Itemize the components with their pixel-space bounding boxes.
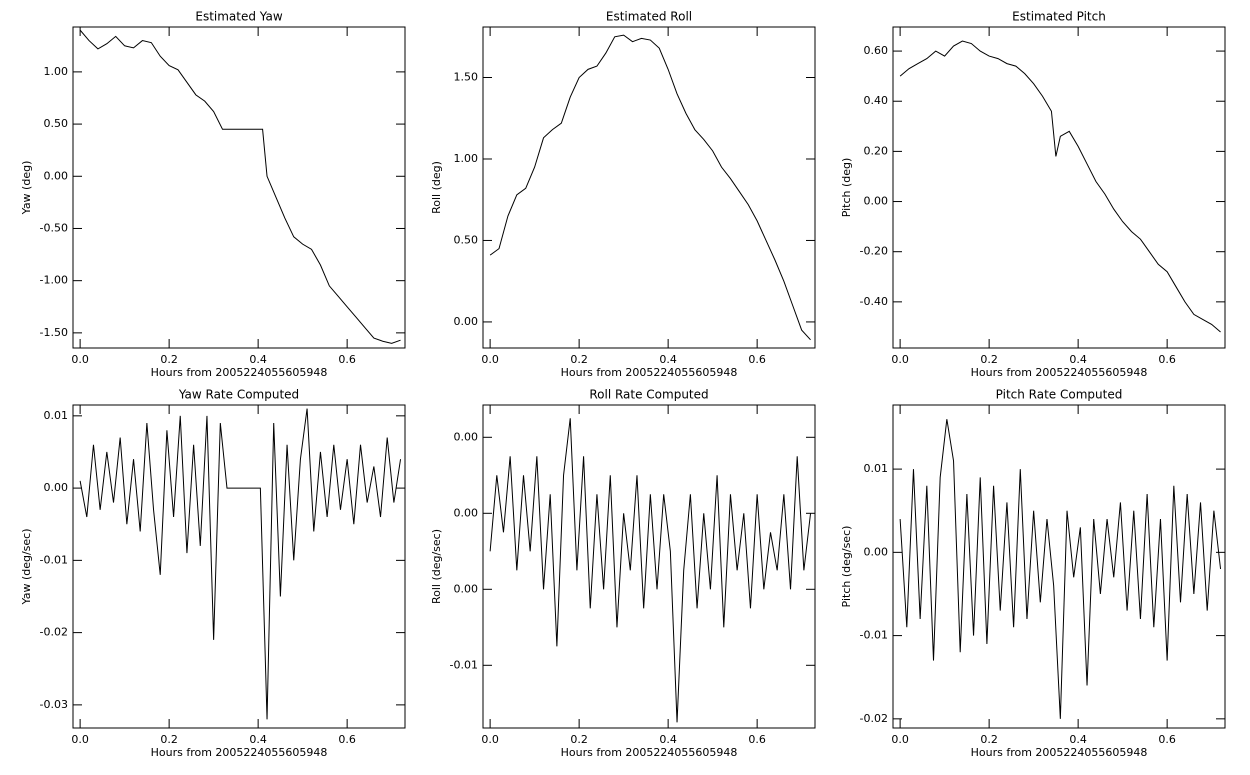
x-axis-label: Hours from 2005224055605948 <box>561 746 738 759</box>
chart-title: Estimated Roll <box>606 10 692 24</box>
y-tick-label: -0.40 <box>860 295 888 308</box>
x-tick-label: 0.6 <box>338 353 356 366</box>
data-line <box>489 34 811 341</box>
y-tick-label: -0.01 <box>450 658 478 671</box>
y-tick-label: -0.01 <box>860 629 888 642</box>
data-line <box>79 29 401 344</box>
panel: Yaw Rate Computed Hours from 200522405560… <box>20 388 406 759</box>
plot-frame <box>892 404 1226 729</box>
y-tick-label: 0.60 <box>864 44 889 57</box>
y-tick-label: -0.50 <box>40 221 68 234</box>
x-tick-label: 0.2 <box>160 353 178 366</box>
y-tick-label: 0.50 <box>454 233 479 246</box>
y-tick-label: 0.00 <box>454 506 479 519</box>
y-tick-label: 0.40 <box>864 94 889 107</box>
panel: Estimated Yaw Hours from 2005224055605948… <box>20 10 406 379</box>
x-tick-label: 0.2 <box>570 733 588 746</box>
y-tick-label: 1.50 <box>454 71 479 84</box>
plot-frame <box>72 404 406 729</box>
y-tick-label: -0.02 <box>860 712 888 725</box>
x-tick-label: 0.4 <box>1069 733 1087 746</box>
chart-title: Estimated Pitch <box>1012 10 1106 24</box>
y-tick-label: 1.00 <box>44 65 69 78</box>
y-tick-label: 0.20 <box>864 144 889 157</box>
x-tick-label: 0.6 <box>338 733 356 746</box>
x-tick-label: 0.6 <box>748 733 766 746</box>
x-tick-label: 0.4 <box>249 353 267 366</box>
y-tick-label: 0.00 <box>864 195 889 208</box>
y-tick-label: 0.01 <box>44 409 69 422</box>
chart-title: Estimated Yaw <box>195 10 282 24</box>
x-tick-label: 0.0 <box>891 733 909 746</box>
y-tick-label: 0.50 <box>44 117 69 130</box>
chart-title: Roll Rate Computed <box>589 388 708 402</box>
panel: Estimated Pitch Hours from 20052240556059… <box>840 10 1226 379</box>
y-axis-label: Yaw (deg/sec) <box>20 528 33 605</box>
data-line <box>489 418 812 723</box>
x-tick-label: 0.6 <box>1158 353 1176 366</box>
y-axis-label: Roll (deg) <box>430 161 443 214</box>
y-tick-label: -1.50 <box>40 326 68 339</box>
panel: Pitch Rate Computed Hours from 2005224055… <box>840 388 1226 759</box>
x-tick-label: 0.4 <box>659 733 677 746</box>
x-tick-label: 0.6 <box>1158 733 1176 746</box>
x-tick-label: 0.0 <box>481 733 499 746</box>
x-tick-label: 0.2 <box>980 353 998 366</box>
x-axis-label: Hours from 2005224055605948 <box>151 366 328 379</box>
panel: Roll Rate Computed Hours from 20052240556… <box>430 388 816 759</box>
y-tick-label: 0.00 <box>454 430 479 443</box>
y-tick-label: 0.00 <box>454 315 479 328</box>
data-line <box>79 408 402 720</box>
x-tick-label: 0.2 <box>570 353 588 366</box>
chart-title: Pitch Rate Computed <box>996 388 1123 402</box>
x-axis-label: Hours from 2005224055605948 <box>971 366 1148 379</box>
y-tick-label: -0.01 <box>40 553 68 566</box>
y-tick-label: -0.03 <box>40 698 68 711</box>
x-tick-label: 0.4 <box>249 733 267 746</box>
y-tick-label: 0.00 <box>44 169 69 182</box>
panel: Estimated Roll Hours from 200522405560594… <box>430 10 816 379</box>
data-line <box>899 419 1222 719</box>
x-axis-label: Hours from 2005224055605948 <box>151 746 328 759</box>
plot-frame <box>892 26 1226 349</box>
plot-frame <box>72 26 406 349</box>
y-tick-label: 0.00 <box>864 545 889 558</box>
x-tick-label: 0.6 <box>748 353 766 366</box>
x-tick-label: 0.0 <box>481 353 499 366</box>
y-tick-label: 0.00 <box>454 582 479 595</box>
chart-title: Yaw Rate Computed <box>178 388 299 402</box>
x-axis-label: Hours from 2005224055605948 <box>561 366 738 379</box>
y-tick-label: -0.02 <box>40 626 68 639</box>
y-axis-label: Pitch (deg) <box>840 158 853 218</box>
y-axis-label: Roll (deg/sec) <box>430 529 443 604</box>
data-line <box>899 40 1221 333</box>
y-tick-label: 0.00 <box>44 481 69 494</box>
x-tick-label: 0.4 <box>1069 353 1087 366</box>
x-tick-label: 0.0 <box>891 353 909 366</box>
plot-frame <box>482 404 816 729</box>
y-axis-label: Yaw (deg) <box>20 161 33 216</box>
x-tick-label: 0.4 <box>659 353 677 366</box>
y-tick-label: -1.00 <box>40 274 68 287</box>
y-tick-label: 1.00 <box>454 152 479 165</box>
y-axis-label: Pitch (deg/sec) <box>840 526 853 608</box>
plot-frame <box>482 26 816 349</box>
x-axis-label: Hours from 2005224055605948 <box>971 746 1148 759</box>
x-tick-label: 0.2 <box>980 733 998 746</box>
x-tick-label: 0.0 <box>71 353 89 366</box>
y-tick-label: -0.20 <box>860 245 888 258</box>
y-tick-label: 0.01 <box>864 462 889 475</box>
x-tick-label: 0.2 <box>160 733 178 746</box>
x-tick-label: 0.0 <box>71 733 89 746</box>
